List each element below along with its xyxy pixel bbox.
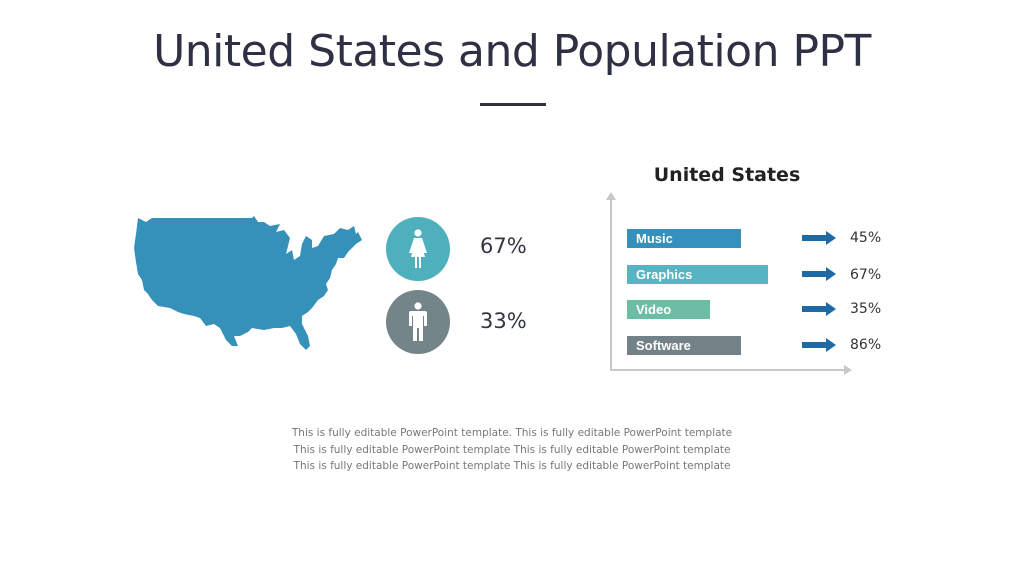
body-line: This is fully editable PowerPoint templa…	[293, 443, 731, 456]
arrow-right-icon	[802, 302, 836, 316]
slide-title: United States and Population PPT	[153, 26, 871, 77]
body-text: This is fully editable PowerPoint templa…	[0, 425, 1024, 475]
female-population-badge	[386, 217, 450, 281]
usa-map-icon	[134, 216, 362, 350]
bar-software: Software	[627, 336, 741, 355]
chart-title: United States	[653, 164, 801, 186]
value-video: 35%	[850, 301, 882, 317]
female-icon	[409, 229, 427, 268]
bar-music: Music	[627, 229, 741, 248]
chart-axes	[606, 192, 852, 375]
male-population-badge	[386, 290, 450, 354]
value-software: 86%	[850, 337, 882, 353]
arrow-right-icon	[802, 338, 836, 352]
body-line: This is fully editable PowerPoint templa…	[293, 460, 731, 472]
body-line: This is fully editable PowerPoint templa…	[291, 427, 733, 439]
title-underline	[480, 103, 546, 106]
arrow-right-icon	[802, 267, 836, 281]
bar-video: Video	[627, 300, 710, 319]
female-percentage: 67%	[480, 234, 527, 258]
male-icon	[409, 302, 427, 341]
value-graphics: 67%	[850, 267, 882, 283]
bar-graphics: Graphics	[627, 265, 768, 284]
male-percentage: 33%	[480, 309, 527, 333]
arrow-right-icon	[802, 231, 836, 245]
value-music: 45%	[850, 230, 882, 246]
